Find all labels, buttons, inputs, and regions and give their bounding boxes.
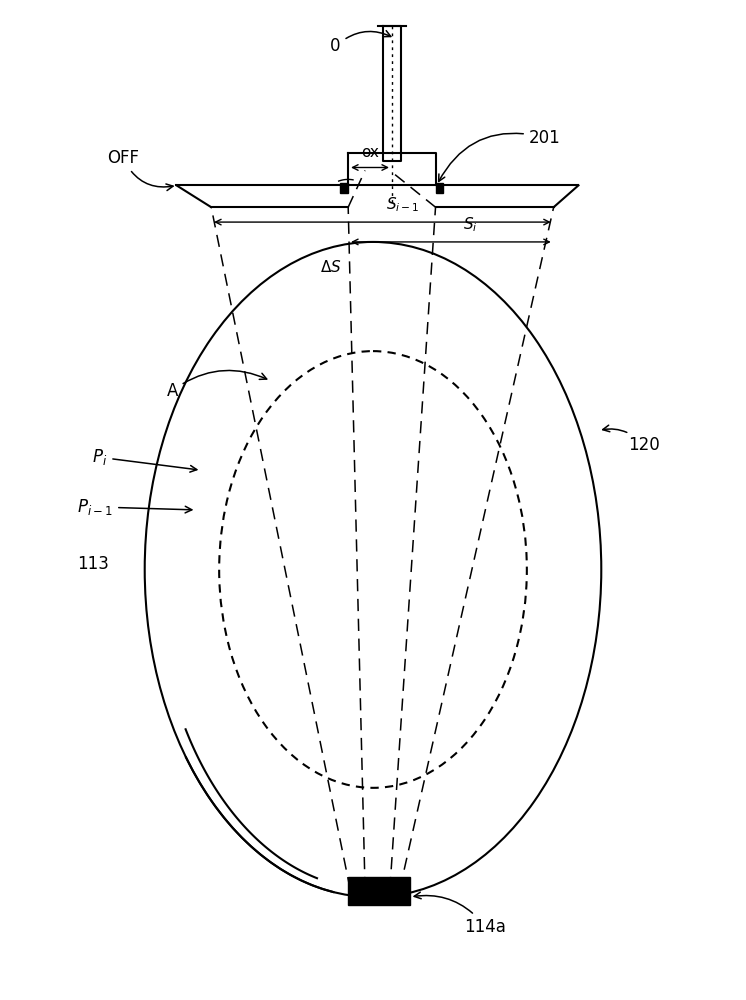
Text: 201: 201: [439, 129, 560, 181]
Text: OFF: OFF: [107, 149, 173, 191]
Text: 113: 113: [78, 555, 109, 573]
Bar: [348, 877, 410, 905]
Text: ox: ox: [361, 145, 379, 160]
Text: $S_i$: $S_i$: [463, 215, 478, 234]
Text: 0: 0: [330, 31, 391, 55]
Bar: [340, 183, 348, 193]
Text: $P_{i-1}$: $P_{i-1}$: [78, 497, 192, 517]
Bar: [436, 183, 443, 193]
Text: $\Delta S$: $\Delta S$: [319, 259, 341, 275]
Text: 120: 120: [603, 425, 659, 454]
Text: 114a: 114a: [414, 892, 507, 936]
Text: A: A: [166, 370, 266, 400]
Text: $S_{i-1}$: $S_{i-1}$: [386, 195, 419, 214]
Text: $P_i$: $P_i$: [92, 447, 197, 472]
